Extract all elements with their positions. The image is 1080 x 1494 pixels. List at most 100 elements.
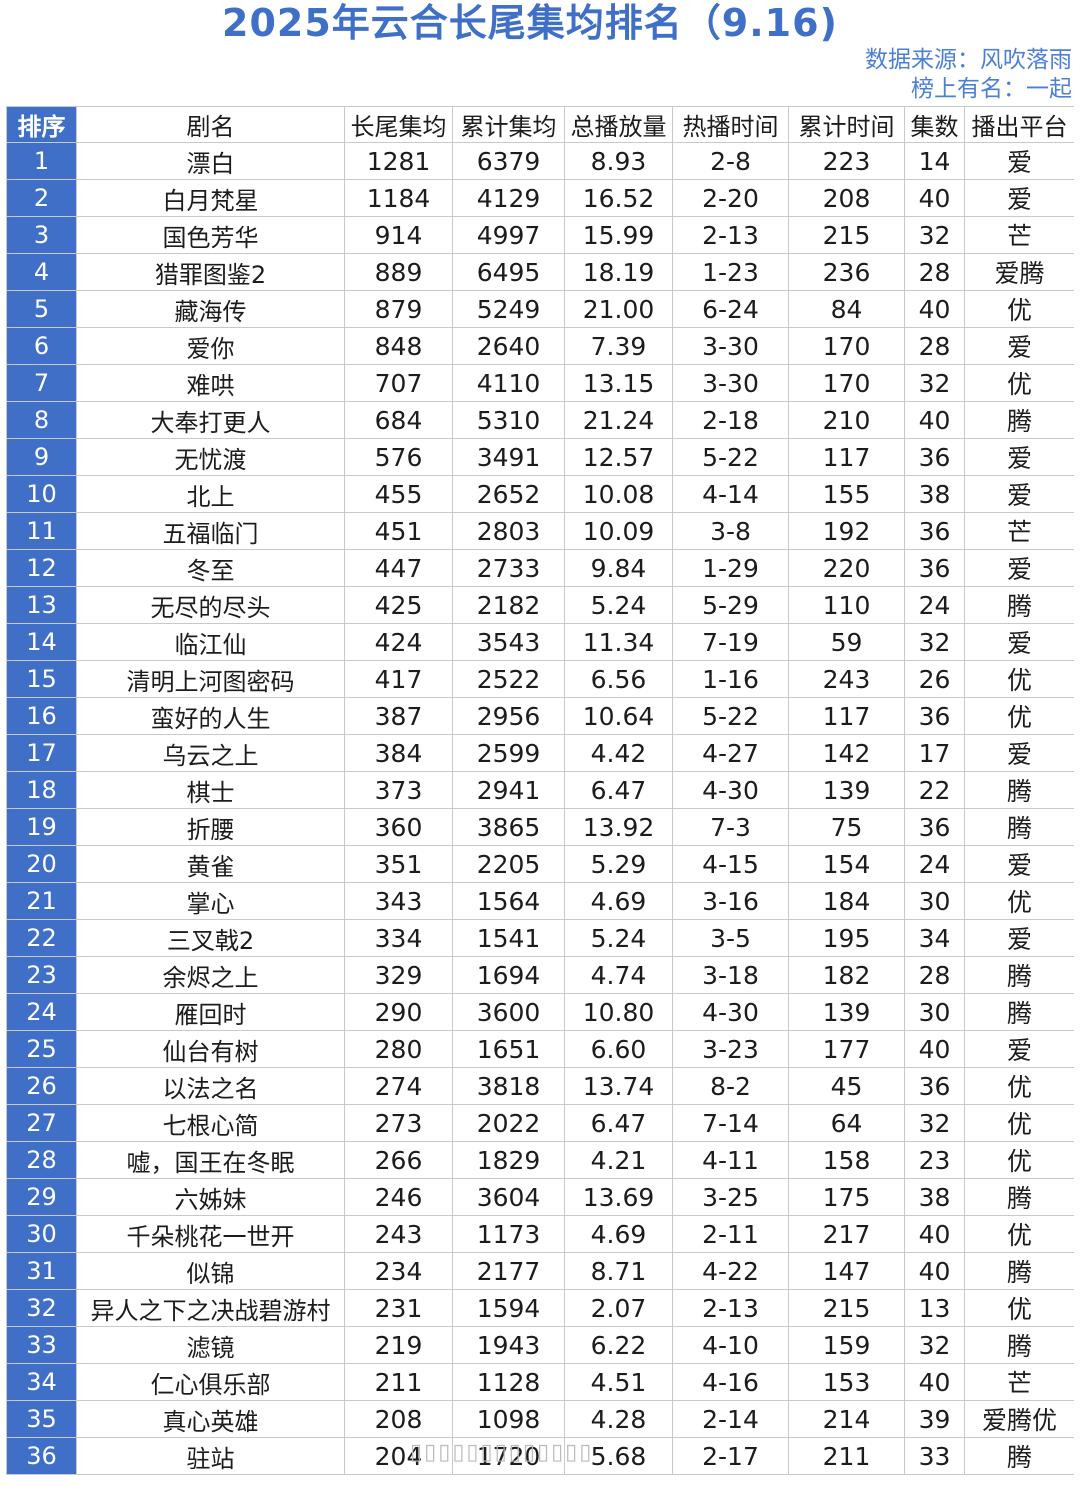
cell-total-views: 12.57 [564,438,673,476]
cell-air-date: 2-8 [672,142,789,180]
cell-episodes: 36 [904,697,965,735]
table-row: 21 掌心 343 1564 4.69 3-16 184 30 优 [6,882,1074,920]
cell-cumulative-avg: 1594 [452,1289,565,1327]
cell-title: 雁回时 [76,993,345,1031]
table-row: 15 清明上河图密码 417 2522 6.56 1-16 243 26 优 [6,660,1074,698]
cell-rank: 33 [6,1326,77,1364]
cell-episodes: 32 [904,1104,965,1142]
watermark: ▯▯▯▯▯▯▯▯▯▯▯▯▯ [410,1440,594,1465]
cell-total-views: 4.69 [564,882,673,920]
table-row: 2 白月梵星 1184 4129 16.52 2-20 208 40 爱 [6,179,1074,217]
cell-air-date: 2-18 [672,401,789,439]
cell-platform: 腾 [964,808,1074,846]
cell-cumulative-days: 170 [788,327,905,365]
cell-cumulative-avg: 4997 [452,216,565,254]
cell-total-views: 11.34 [564,623,673,661]
cell-total-views: 8.71 [564,1252,673,1290]
cell-longtail-avg: 219 [344,1326,453,1364]
cell-air-date: 3-8 [672,512,789,550]
cell-cumulative-avg: 1829 [452,1141,565,1179]
cell-rank: 4 [6,253,77,291]
cell-cumulative-days: 243 [788,660,905,698]
col-header-total-views: 总播放量 [564,106,673,143]
cell-cumulative-avg: 4110 [452,364,565,402]
cell-cumulative-avg: 5310 [452,401,565,439]
cell-platform: 腾 [964,1252,1074,1290]
cell-rank: 18 [6,771,77,809]
cell-title: 异人之下之决战碧游村 [76,1289,345,1327]
cell-title: 余烬之上 [76,956,345,994]
cell-cumulative-avg: 1173 [452,1215,565,1253]
list-credit: 榜上有名：一起 [911,76,1072,102]
cell-longtail-avg: 707 [344,364,453,402]
cell-rank: 8 [6,401,77,439]
cell-platform: 腾 [964,1437,1074,1475]
cell-longtail-avg: 343 [344,882,453,920]
cell-cumulative-avg: 2182 [452,586,565,624]
table-row: 23 余烬之上 329 1694 4.74 3-18 182 28 腾 [6,956,1074,994]
cell-platform: 优 [964,1067,1074,1105]
cell-episodes: 24 [904,586,965,624]
cell-total-views: 13.15 [564,364,673,402]
cell-air-date: 1-23 [672,253,789,291]
cell-platform: 爱 [964,549,1074,587]
cell-platform: 优 [964,697,1074,735]
cell-total-views: 13.92 [564,808,673,846]
cell-longtail-avg: 848 [344,327,453,365]
cell-rank: 28 [6,1141,77,1179]
cell-title: 大奉打更人 [76,401,345,439]
cell-platform: 爱腾 [964,253,1074,291]
cell-title: 滤镜 [76,1326,345,1364]
cell-platform: 优 [964,882,1074,920]
cell-longtail-avg: 329 [344,956,453,994]
cell-air-date: 5-22 [672,697,789,735]
cell-longtail-avg: 208 [344,1400,453,1438]
cell-cumulative-days: 147 [788,1252,905,1290]
cell-longtail-avg: 373 [344,771,453,809]
cell-air-date: 5-29 [672,586,789,624]
cell-total-views: 4.51 [564,1363,673,1401]
cell-cumulative-days: 155 [788,475,905,513]
cell-air-date: 2-17 [672,1437,789,1475]
cell-episodes: 34 [904,919,965,957]
cell-air-date: 3-30 [672,327,789,365]
cell-rank: 16 [6,697,77,735]
cell-platform: 芒 [964,1363,1074,1401]
cell-platform: 爱 [964,623,1074,661]
cell-longtail-avg: 451 [344,512,453,550]
cell-air-date: 3-16 [672,882,789,920]
cell-episodes: 36 [904,549,965,587]
table-row: 4 猎罪图鉴2 889 6495 18.19 1-23 236 28 爱腾 [6,253,1074,291]
table-row: 33 滤镜 219 1943 6.22 4-10 159 32 腾 [6,1326,1074,1364]
cell-episodes: 38 [904,475,965,513]
cell-air-date: 7-3 [672,808,789,846]
cell-total-views: 7.39 [564,327,673,365]
cell-cumulative-avg: 2522 [452,660,565,698]
cell-longtail-avg: 417 [344,660,453,698]
cell-platform: 爱 [964,327,1074,365]
cell-total-views: 16.52 [564,179,673,217]
cell-cumulative-days: 182 [788,956,905,994]
cell-episodes: 36 [904,808,965,846]
cell-episodes: 14 [904,142,965,180]
cell-air-date: 1-29 [672,549,789,587]
cell-total-views: 5.24 [564,586,673,624]
cell-platform: 爱 [964,1030,1074,1068]
table-row: 30 千朵桃花一世开 243 1173 4.69 2-11 217 40 优 [6,1215,1074,1253]
cell-cumulative-avg: 1098 [452,1400,565,1438]
cell-episodes: 30 [904,882,965,920]
table-row: 10 北上 455 2652 10.08 4-14 155 38 爱 [6,475,1074,513]
cell-episodes: 17 [904,734,965,772]
cell-longtail-avg: 211 [344,1363,453,1401]
cell-title: 以法之名 [76,1067,345,1105]
cell-title: 白月梵星 [76,179,345,217]
cell-title: 七根心简 [76,1104,345,1142]
cell-episodes: 13 [904,1289,965,1327]
table-row: 9 无忧渡 576 3491 12.57 5-22 117 36 爱 [6,438,1074,476]
cell-episodes: 22 [904,771,965,809]
cell-cumulative-days: 84 [788,290,905,328]
cell-cumulative-days: 154 [788,845,905,883]
cell-air-date: 4-27 [672,734,789,772]
cell-air-date: 4-22 [672,1252,789,1290]
col-header-rank: 排序 [6,106,77,143]
